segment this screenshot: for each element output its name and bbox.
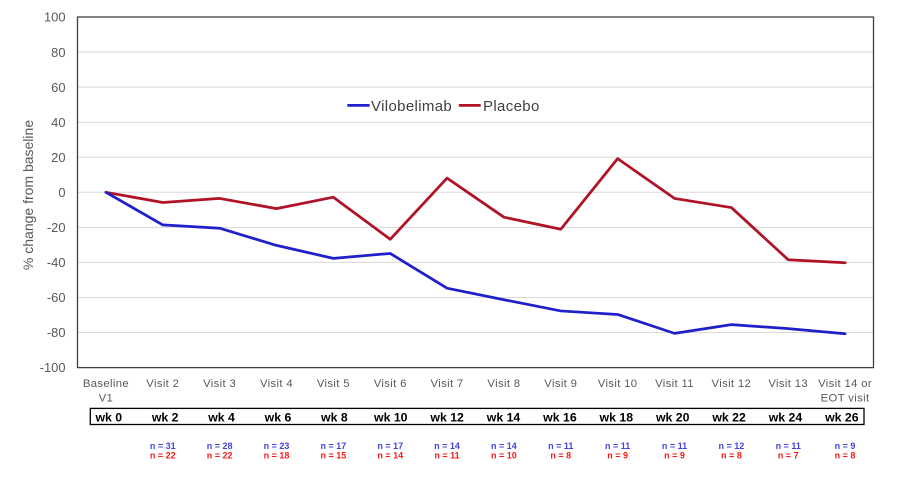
svg-text:wk 12: wk 12 [429,411,464,425]
svg-text:Placebo: Placebo [483,98,540,115]
svg-text:n = 22: n = 22 [150,451,176,461]
svg-text:-40: -40 [47,255,66,270]
svg-text:wk 2: wk 2 [151,411,179,425]
svg-text:-80: -80 [47,325,66,340]
svg-text:n = 7: n = 7 [778,451,799,461]
svg-text:n = 14: n = 14 [377,451,403,461]
svg-text:Vilobelimab: Vilobelimab [371,98,452,115]
svg-text:Baseline: Baseline [83,378,129,390]
svg-text:wk 8: wk 8 [320,411,348,425]
svg-text:Visit 7: Visit 7 [431,378,464,390]
svg-text:n = 14: n = 14 [491,441,517,451]
svg-text:40: 40 [51,115,65,130]
svg-text:n = 11: n = 11 [548,441,573,451]
svg-text:n = 9: n = 9 [835,441,856,451]
svg-text:wk 10: wk 10 [373,411,408,425]
svg-text:Visit 13: Visit 13 [768,378,808,390]
svg-text:n = 28: n = 28 [207,441,233,451]
svg-text:Visit 2: Visit 2 [146,378,179,390]
svg-text:60: 60 [51,80,65,95]
svg-text:n = 11: n = 11 [776,441,801,451]
svg-text:-20: -20 [47,220,66,235]
svg-text:20: 20 [51,150,65,165]
svg-text:n = 8: n = 8 [550,451,571,461]
svg-text:wk 22: wk 22 [711,411,746,425]
svg-text:wk 16: wk 16 [542,411,577,425]
svg-text:n = 17: n = 17 [377,441,403,451]
svg-text:Visit 12: Visit 12 [712,378,752,390]
svg-text:Visit 6: Visit 6 [374,378,407,390]
svg-text:n = 8: n = 8 [721,451,742,461]
svg-text:wk 4: wk 4 [207,411,235,425]
svg-text:V1: V1 [99,392,114,404]
svg-text:n = 15: n = 15 [320,451,346,461]
svg-text:n = 10: n = 10 [491,451,517,461]
svg-text:wk 6: wk 6 [264,411,292,425]
svg-text:n = 9: n = 9 [664,451,685,461]
svg-text:n = 12: n = 12 [718,441,744,451]
svg-text:Visit 11: Visit 11 [655,378,694,390]
svg-text:Visit 5: Visit 5 [317,378,350,390]
svg-text:n = 9: n = 9 [607,451,628,461]
svg-text:n = 11: n = 11 [605,441,630,451]
svg-text:n = 31: n = 31 [150,441,176,451]
svg-text:80: 80 [51,45,65,60]
svg-text:Visit 4: Visit 4 [260,378,293,390]
svg-text:n = 8: n = 8 [835,451,856,461]
svg-text:wk 18: wk 18 [599,411,634,425]
svg-text:Visit 9: Visit 9 [544,378,577,390]
svg-text:Visit 3: Visit 3 [203,378,236,390]
svg-text:wk 0: wk 0 [94,411,122,425]
svg-text:wk 20: wk 20 [655,411,690,425]
svg-text:wk 26: wk 26 [824,411,859,425]
svg-text:n = 17: n = 17 [320,441,346,451]
svg-text:Visit 10: Visit 10 [598,378,638,390]
svg-text:Visit 8: Visit 8 [487,378,520,390]
svg-text:wk 14: wk 14 [486,411,521,425]
svg-text:n = 23: n = 23 [264,441,290,451]
svg-text:n = 14: n = 14 [434,441,460,451]
svg-text:n = 11: n = 11 [662,441,687,451]
svg-text:wk 24: wk 24 [768,411,803,425]
svg-text:n = 11: n = 11 [434,451,459,461]
svg-text:-60: -60 [47,290,66,305]
svg-text:EOT visit: EOT visit [821,392,870,404]
svg-text:% change from baseline: % change from baseline [20,120,36,270]
svg-text:100: 100 [44,10,66,25]
svg-text:n = 18: n = 18 [264,451,290,461]
svg-text:-100: -100 [40,360,66,375]
svg-text:0: 0 [58,185,65,200]
svg-text:Visit 14 or: Visit 14 or [818,378,872,390]
svg-text:n = 22: n = 22 [207,451,233,461]
